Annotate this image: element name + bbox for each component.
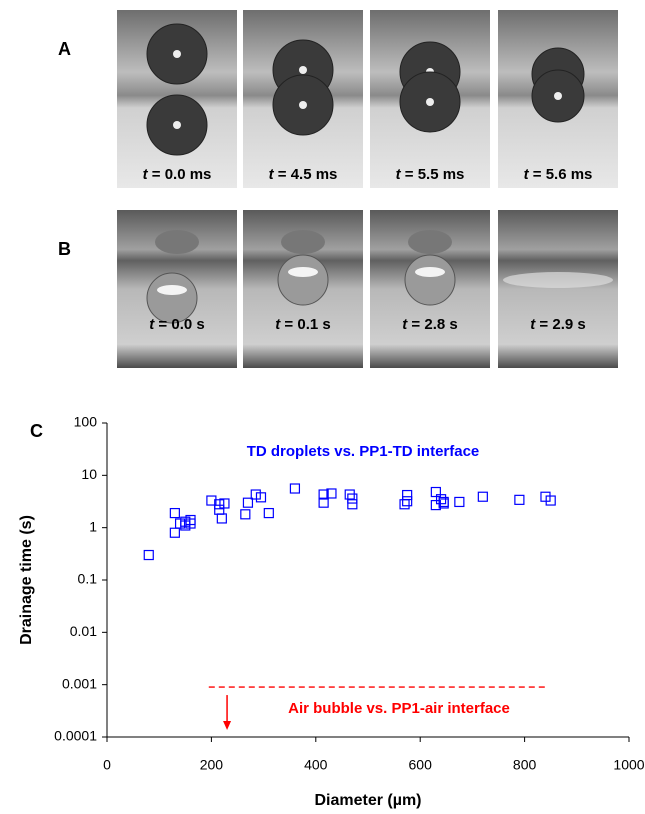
bubble: [277, 254, 329, 306]
data-point: [263, 507, 274, 519]
y-tick-label: 10: [81, 466, 97, 482]
time-text: = 2.9 s: [535, 316, 585, 333]
time-text: = 2.8 s: [407, 316, 457, 333]
time-var: t: [269, 166, 275, 183]
data-point: [318, 497, 329, 508]
time-text: = 0.1 s: [280, 316, 330, 333]
highlight: [554, 92, 562, 100]
data-point: [514, 494, 525, 505]
data-point: [326, 488, 337, 499]
arrow-head: [223, 721, 232, 731]
data-point: [540, 491, 551, 502]
data-point: [169, 507, 180, 519]
time-label: t = 2.8 s: [402, 316, 457, 333]
bubble-top: [281, 230, 325, 254]
time-label: t = 2.9 s: [530, 316, 585, 333]
y-tick-label: 0.0001: [54, 728, 97, 744]
x-tick-label: 800: [513, 757, 537, 773]
highlight: [299, 66, 307, 74]
data-point: [399, 499, 410, 510]
data-point: [185, 514, 196, 526]
y-tick-label: 0.1: [78, 571, 98, 587]
highlight: [299, 101, 307, 109]
time-var: t: [275, 316, 281, 333]
data-point: [318, 489, 329, 500]
highlight: [426, 98, 434, 106]
panel-label: C: [30, 421, 43, 441]
time-text: = 0.0 s: [154, 316, 204, 333]
data-point: [242, 497, 254, 508]
data-point: [219, 498, 230, 509]
x-tick-label: 0: [103, 757, 111, 773]
time-text: = 0.0 ms: [148, 166, 212, 183]
time-text: = 5.5 ms: [401, 166, 465, 183]
y-tick-label: 0.01: [70, 623, 97, 639]
bubble-shine: [415, 267, 445, 277]
reference-label: Air bubble vs. PP1-air interface: [288, 700, 510, 717]
data-point: [214, 504, 225, 515]
film: [503, 272, 613, 288]
data-point: [174, 518, 186, 529]
bubble-top: [155, 230, 199, 254]
panel-label: A: [58, 39, 71, 59]
time-label: t = 0.0 ms: [143, 166, 212, 183]
time-var: t: [530, 316, 536, 333]
data-point: [477, 491, 488, 502]
time-var: t: [149, 316, 155, 333]
y-axis-title: Drainage time (s): [18, 515, 35, 645]
data-point: [430, 486, 441, 498]
data-point: [143, 549, 154, 561]
data-point: [289, 483, 301, 494]
y-tick-label: 100: [74, 414, 98, 430]
data-point: [545, 495, 556, 506]
x-tick-label: 200: [200, 757, 224, 773]
x-axis-title: Diameter (µm): [314, 792, 421, 809]
highlight: [173, 50, 181, 58]
time-label: t = 0.0 s: [149, 316, 204, 333]
data-point: [180, 516, 191, 527]
data-point: [216, 513, 227, 524]
bubble-top: [408, 230, 452, 254]
y-tick-label: 1: [89, 518, 97, 534]
data-point: [206, 495, 217, 506]
bubble: [404, 254, 456, 306]
time-label: t = 0.1 s: [275, 316, 330, 333]
data-point: [250, 489, 261, 500]
data-point: [454, 496, 465, 508]
photo: [498, 210, 618, 368]
x-tick-label: 1000: [613, 757, 644, 773]
time-text: = 5.6 ms: [529, 166, 593, 183]
data-point: [214, 499, 225, 510]
legend-label: TD droplets vs. PP1-TD interface: [247, 443, 480, 460]
data-point: [180, 520, 191, 531]
data-point: [430, 499, 441, 511]
time-text: = 4.5 ms: [274, 166, 338, 183]
bubble-shine: [288, 267, 318, 277]
data-point: [402, 489, 413, 501]
highlight: [173, 121, 181, 129]
time-label: t = 4.5 ms: [269, 166, 338, 183]
time-label: t = 5.6 ms: [524, 166, 593, 183]
time-label: t = 5.5 ms: [396, 166, 465, 183]
time-var: t: [396, 166, 402, 183]
data-point: [240, 509, 251, 520]
bubble: [146, 272, 198, 324]
data-point: [255, 492, 267, 503]
x-tick-label: 400: [304, 757, 328, 773]
time-var: t: [143, 166, 149, 183]
data-point: [347, 493, 358, 504]
data-point: [402, 496, 413, 507]
time-var: t: [524, 166, 530, 183]
bubble-shine: [157, 285, 187, 295]
data-point: [438, 496, 449, 508]
time-var: t: [402, 316, 408, 333]
x-tick-label: 600: [409, 757, 433, 773]
y-tick-label: 0.001: [62, 675, 97, 691]
data-point: [347, 499, 358, 510]
data-point: [169, 527, 180, 538]
panel-label: B: [58, 239, 71, 259]
